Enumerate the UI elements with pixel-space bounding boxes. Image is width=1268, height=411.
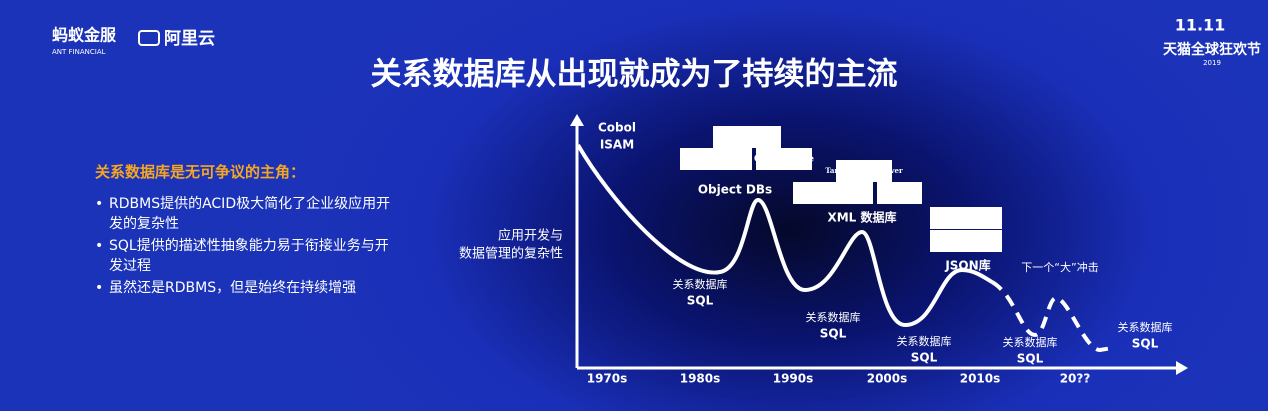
- curve: [576, 143, 994, 328]
- trough-label: SQL: [911, 351, 938, 365]
- product-logo-box: [836, 160, 892, 182]
- trough-label: SQL: [820, 327, 847, 341]
- bullet: SQL提供的描述性抽象能力易于衔接业务与开发过程: [95, 236, 395, 276]
- x-label: 1970s: [587, 372, 628, 386]
- left-panel: 关系数据库是无可争议的主角： RDBMS提供的ACID极大简化了企业级应用开发的…: [95, 162, 395, 300]
- peak-label: Object DBs: [698, 183, 772, 197]
- peak-label: 下一个“大”冲击: [1021, 260, 1098, 274]
- product-logo-box: [680, 148, 752, 170]
- product-logo-box: [877, 182, 922, 204]
- trough-label: 关系数据库: [1118, 320, 1173, 334]
- product-logo: Couchbase: [933, 211, 1000, 224]
- product-logo: ZOPE: [730, 130, 764, 143]
- ant-logo-en: ANT FINANCIAL: [52, 48, 106, 56]
- trough-label: 关系数据库: [673, 277, 728, 291]
- left-heading: 关系数据库是无可争议的主角：: [95, 163, 306, 181]
- tmall-name: 天猫全球狂欢节: [1163, 41, 1261, 58]
- product-logo: Tamino XML Server: [825, 166, 903, 175]
- bullet: RDBMS提供的ACID极大简化了企业级应用开发的复杂性: [95, 194, 395, 234]
- product-logo: mongoDB: [936, 234, 997, 247]
- tmall-mark: 11.11: [1175, 16, 1226, 35]
- product-logo-box: [756, 148, 812, 170]
- trough-label: 关系数据库: [897, 334, 952, 348]
- product-logo: MarkLogic: [800, 186, 867, 199]
- peak-label: Cobol: [598, 121, 636, 135]
- product-logo-box: [713, 126, 781, 148]
- ant-logo: 蚂蚁金服: [52, 26, 117, 45]
- aliyun-icon: [138, 30, 160, 46]
- bullet-list: RDBMS提供的ACID极大简化了企业级应用开发的复杂性SQL提供的描述性抽象能…: [95, 194, 395, 298]
- trough-label: SQL: [1017, 352, 1044, 366]
- product-logo-box: [930, 207, 1002, 229]
- product-logo-box: [793, 182, 873, 204]
- x-label: 2010s: [960, 372, 1001, 386]
- product-logo: VERSANT: [685, 152, 748, 165]
- title: 关系数据库从出现就成为了持续的主流: [371, 57, 898, 93]
- product-logo: ObjectStore: [754, 155, 814, 165]
- trough-label: SQL: [1132, 337, 1159, 351]
- product-logo: existdb: [881, 189, 917, 199]
- trough-label: 关系数据库: [806, 310, 861, 324]
- product-logo-box: [930, 230, 1002, 252]
- future-curve: [990, 280, 1113, 353]
- bullet: 虽然还是RDBMS，但是始终在持续增强: [95, 278, 395, 298]
- peak-label: ISAM: [600, 138, 634, 152]
- y-arrow: [570, 114, 584, 126]
- x-label: 2000s: [867, 372, 908, 386]
- x-arrow: [1176, 361, 1188, 375]
- trough-label: 关系数据库: [1003, 335, 1058, 349]
- trough-label: SQL: [687, 294, 714, 308]
- y-axis-label: 数据管理的复杂性: [459, 246, 563, 262]
- y-axis-label: 应用开发与: [498, 228, 563, 244]
- tmall-year: 2019: [1203, 59, 1221, 67]
- peak-label: XML 数据库: [827, 210, 896, 225]
- peak-label: JSON库: [944, 258, 990, 273]
- x-label: 20??: [1060, 372, 1091, 386]
- x-label: 1980s: [680, 372, 721, 386]
- aliyun-logo: 阿里云: [164, 29, 215, 49]
- x-label: 1990s: [773, 372, 814, 386]
